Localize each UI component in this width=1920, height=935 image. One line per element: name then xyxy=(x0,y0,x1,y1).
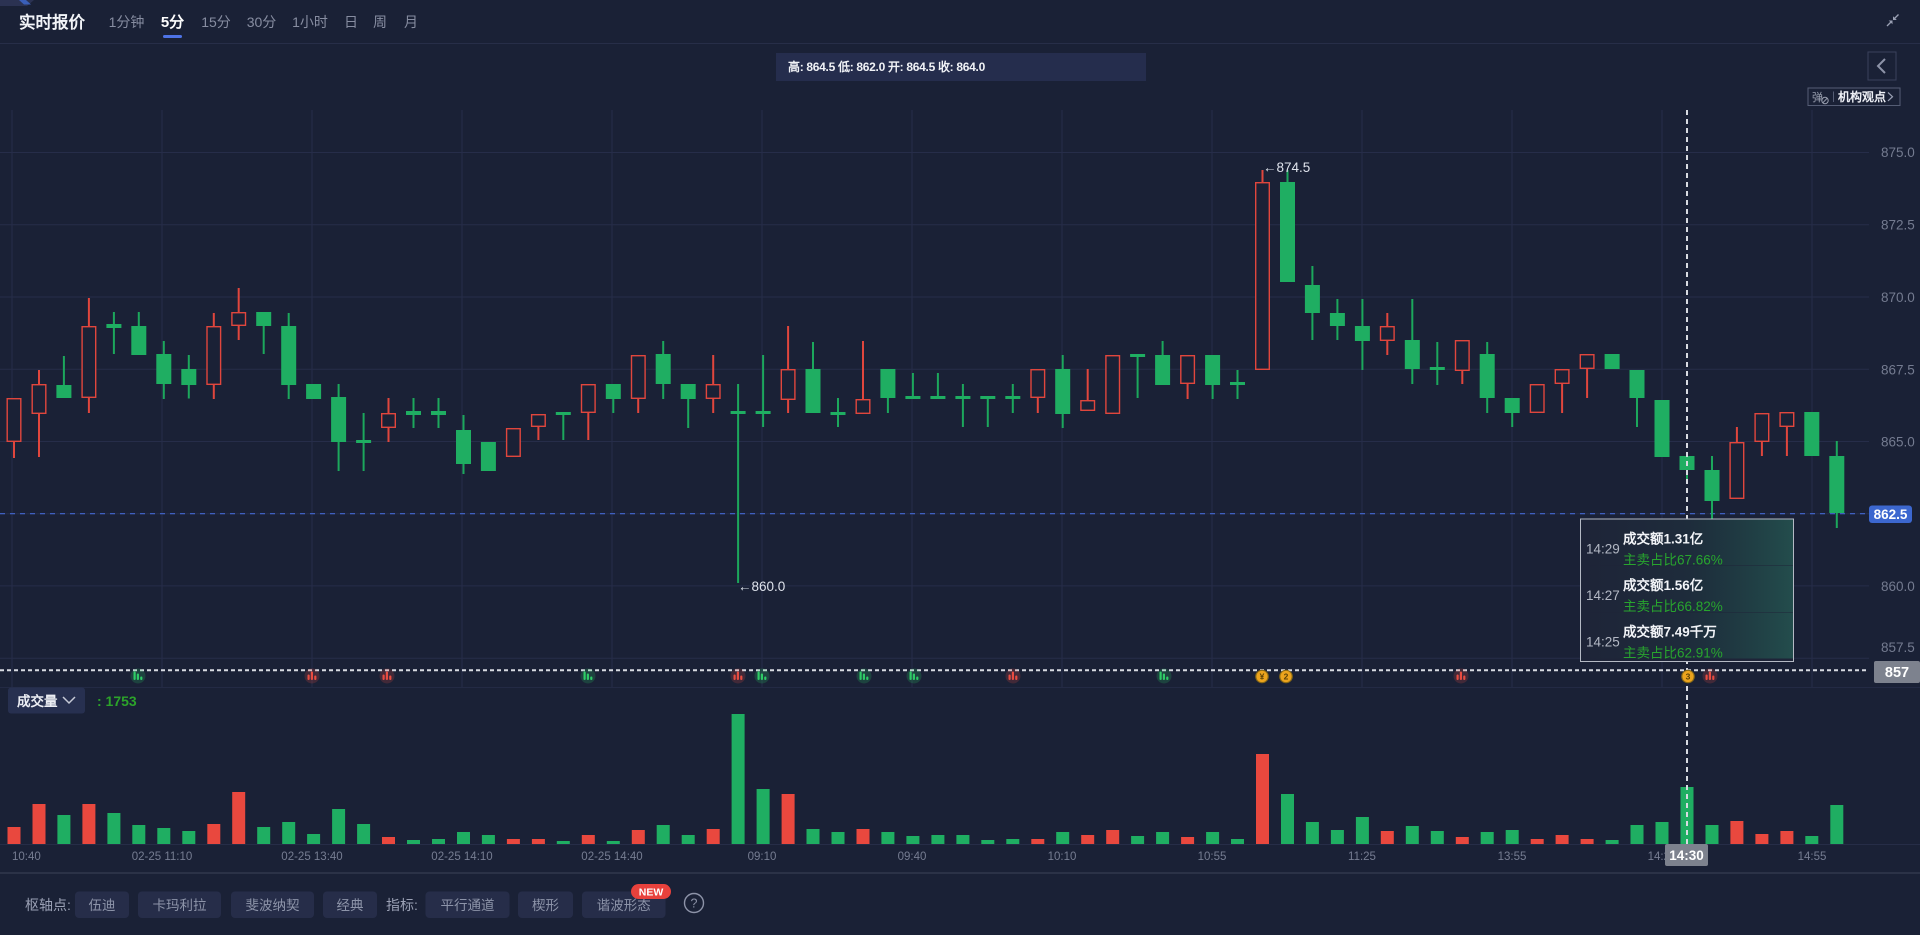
svg-text:主卖占比62.91%: 主卖占比62.91% xyxy=(1623,646,1723,661)
svg-text:伍迪: 伍迪 xyxy=(89,898,116,913)
svg-text:02-25 13:40: 02-25 13:40 xyxy=(281,851,342,863)
svg-text:经典: 经典 xyxy=(337,898,364,913)
svg-text:30分: 30分 xyxy=(247,14,277,30)
svg-text:14:27: 14:27 xyxy=(1586,588,1620,603)
svg-text:14:30: 14:30 xyxy=(1669,848,1704,863)
svg-text:日: 日 xyxy=(344,14,358,30)
svg-text:枢轴点:: 枢轴点: xyxy=(25,897,71,913)
svg-text:860.0: 860.0 xyxy=(1881,579,1915,594)
svg-text:机构观点: 机构观点 xyxy=(1838,89,1886,104)
svg-text:865.0: 865.0 xyxy=(1881,435,1915,450)
svg-text:857: 857 xyxy=(1885,665,1909,681)
svg-text:卡玛利拉: 卡玛利拉 xyxy=(153,898,207,913)
svg-text:弹: 弹 xyxy=(1812,90,1823,104)
svg-text:10:55: 10:55 xyxy=(1198,851,1227,863)
svg-text:10:40: 10:40 xyxy=(12,851,41,863)
svg-text:1小时: 1小时 xyxy=(292,14,328,30)
svg-text:09:40: 09:40 xyxy=(898,851,927,863)
svg-text:09:10: 09:10 xyxy=(748,851,777,863)
svg-text:谐波形态: 谐波形态 xyxy=(597,898,651,913)
svg-text:: 1753: : 1753 xyxy=(97,693,137,709)
svg-text:867.5: 867.5 xyxy=(1881,362,1915,377)
svg-text:10:10: 10:10 xyxy=(1048,851,1077,863)
svg-text:14:29: 14:29 xyxy=(1586,542,1620,557)
svg-text:成交额7.49千万: 成交额7.49千万 xyxy=(1623,624,1717,640)
svg-text:02-25 14:40: 02-25 14:40 xyxy=(581,851,642,863)
svg-text:←860.0: ←860.0 xyxy=(738,579,785,594)
svg-text:楔形: 楔形 xyxy=(532,898,560,913)
svg-text:指标:: 指标: xyxy=(386,897,418,913)
svg-text:15分: 15分 xyxy=(201,14,231,30)
svg-text:平行通道: 平行通道 xyxy=(441,898,495,913)
svg-text:02-25 14:10: 02-25 14:10 xyxy=(431,851,492,863)
svg-text:02-25 11:10: 02-25 11:10 xyxy=(132,851,193,863)
svg-text:NEW: NEW xyxy=(639,887,664,899)
svg-text:5分: 5分 xyxy=(161,14,184,31)
svg-text:高: 864.5 低: 862.0 开: 864.5 收:: 高: 864.5 低: 862.0 开: 864.5 收: 864.0 xyxy=(788,59,986,74)
svg-text:875.0: 875.0 xyxy=(1881,145,1915,160)
svg-text:14:55: 14:55 xyxy=(1798,851,1827,863)
svg-text:2: 2 xyxy=(1284,672,1289,682)
svg-text:14:25: 14:25 xyxy=(1586,635,1620,650)
svg-text:主卖占比67.66%: 主卖占比67.66% xyxy=(1623,553,1723,568)
svg-text:857.5: 857.5 xyxy=(1881,640,1915,655)
svg-text:11:25: 11:25 xyxy=(1348,851,1376,863)
svg-text:?: ? xyxy=(691,897,698,911)
svg-text:3: 3 xyxy=(1686,672,1691,682)
svg-text:成交量: 成交量 xyxy=(17,693,58,709)
svg-text:周: 周 xyxy=(373,14,387,30)
svg-text:862.5: 862.5 xyxy=(1874,507,1908,522)
svg-text:870.0: 870.0 xyxy=(1881,290,1915,305)
svg-text:月: 月 xyxy=(404,14,418,30)
svg-text:872.5: 872.5 xyxy=(1881,218,1915,233)
svg-text:斐波纳契: 斐波纳契 xyxy=(246,898,300,913)
svg-text:←874.5: ←874.5 xyxy=(1263,160,1310,175)
svg-text:13:55: 13:55 xyxy=(1498,851,1527,863)
svg-text:成交额1.31亿: 成交额1.31亿 xyxy=(1623,531,1703,547)
svg-text:¥: ¥ xyxy=(1260,672,1265,682)
svg-text:1分钟: 1分钟 xyxy=(109,14,145,30)
svg-text:成交额1.56亿: 成交额1.56亿 xyxy=(1623,577,1703,593)
svg-text:主卖占比66.82%: 主卖占比66.82% xyxy=(1623,599,1723,614)
svg-text:实时报价: 实时报价 xyxy=(19,12,86,32)
